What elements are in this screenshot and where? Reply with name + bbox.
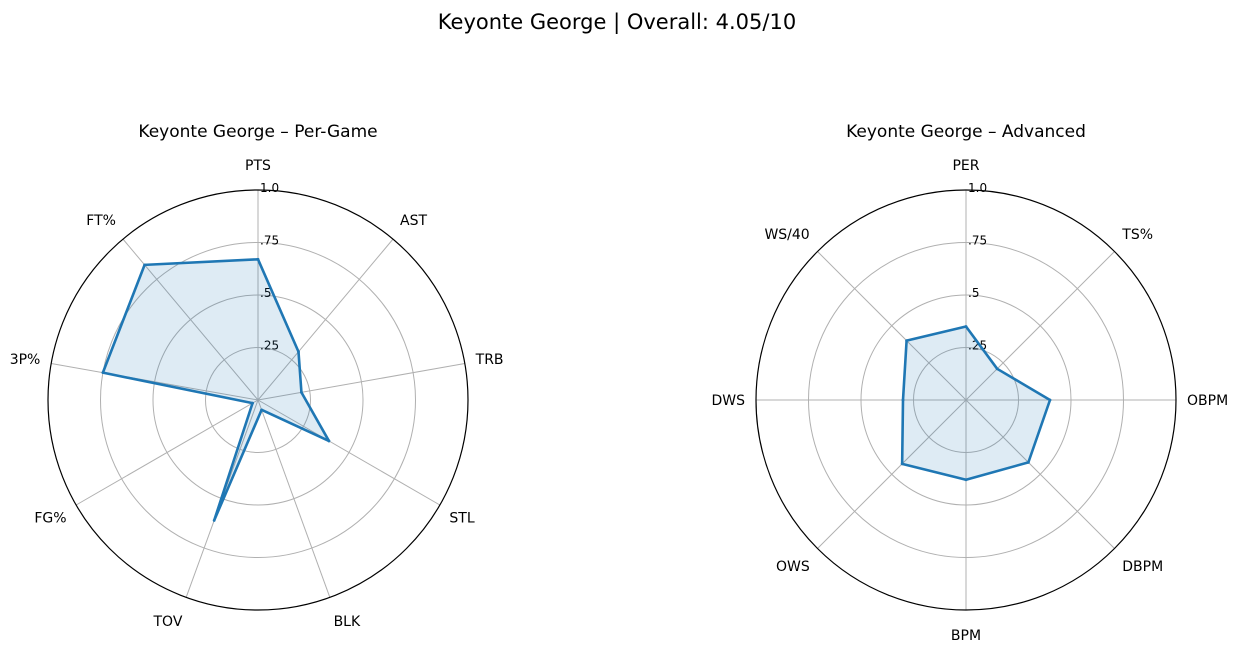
radial-tick-label: .5 [260, 286, 271, 300]
grid-spoke-blk [257, 399, 331, 598]
grid-spoke-ast [257, 238, 394, 401]
category-label-3p-pct: 3P% [10, 352, 41, 368]
radial-tick-label: 1.0 [968, 181, 987, 195]
data-point-ast [297, 350, 300, 354]
figure-title: Keyonte George | Overall: 4.05/10 [438, 10, 796, 35]
radial-tick-label: .5 [968, 286, 979, 300]
data-point-ws-40 [905, 339, 909, 343]
data-point-3p-pct [101, 371, 105, 375]
data-point-obpm [1048, 398, 1052, 402]
category-label-obpm: OBPM [1187, 393, 1228, 409]
data-point-blk [260, 408, 263, 412]
category-label-ts-pct: TS% [1121, 227, 1153, 243]
data-point-trb [300, 390, 303, 394]
category-label-dws: DWS [711, 393, 745, 409]
grid-spoke-dbpm [965, 399, 1115, 549]
radar-panel-per-game: Keyonte George – Per-Game .25 .5 .75 1.0 PTS… [10, 122, 504, 630]
data-area [902, 326, 1050, 480]
data-point-ft-pct [143, 263, 147, 267]
data-point-ts-pct [995, 367, 999, 371]
grid-spoke-ows [817, 399, 967, 549]
data-area [102, 259, 329, 521]
polar-frame [755, 189, 1177, 611]
category-label-ft-pct: FT% [86, 213, 116, 229]
polar-frame [47, 189, 469, 611]
data-point-tov [212, 518, 216, 522]
grid-spoke-3p-pct [51, 363, 259, 401]
category-label-tov: TOV [153, 614, 183, 630]
panel-title-advanced: Keyonte George – Advanced [846, 122, 1086, 142]
data-point-bpm [964, 478, 968, 482]
category-label-per: PER [952, 158, 979, 174]
category-label-stl: STL [449, 511, 474, 527]
grid-spoke-stl [257, 399, 441, 506]
radial-tick-label: .75 [260, 234, 279, 248]
category-label-dbpm: DBPM [1122, 559, 1163, 575]
radial-tick-label: .75 [968, 234, 987, 248]
grid-spoke-ws-40 [817, 251, 967, 401]
category-label-trb: TRB [475, 352, 504, 368]
radar-panel-advanced: Keyonte George – Advanced .25.5.751.0PER… [711, 122, 1228, 644]
data-line [101, 257, 331, 522]
data-point-pts [256, 257, 260, 261]
category-label-ast: AST [400, 213, 427, 229]
grid-spoke-trb [257, 363, 465, 401]
data-point-ows [900, 462, 904, 466]
radial-tick-label: 1.0 [260, 181, 279, 195]
category-label-ows: OWS [776, 559, 810, 575]
data-point-dbpm [1026, 460, 1030, 464]
category-label-blk: BLK [334, 614, 361, 630]
data-point-stl [327, 439, 331, 443]
grid-spoke-ts-pct [965, 251, 1115, 401]
category-label-bpm: BPM [951, 628, 981, 644]
category-label-ws-40: WS/40 [764, 227, 809, 243]
data-point-fg-pct [251, 401, 254, 405]
category-label-fg-pct: FG% [34, 511, 66, 527]
panel-title-per-game: Keyonte George – Per-Game [138, 122, 377, 142]
data-point-per [964, 325, 968, 328]
grid-spoke-fg-pct [75, 399, 259, 506]
category-label-pts: PTS [245, 158, 271, 174]
radial-tick-label: .25 [260, 339, 279, 353]
data-point-dws [901, 398, 905, 402]
